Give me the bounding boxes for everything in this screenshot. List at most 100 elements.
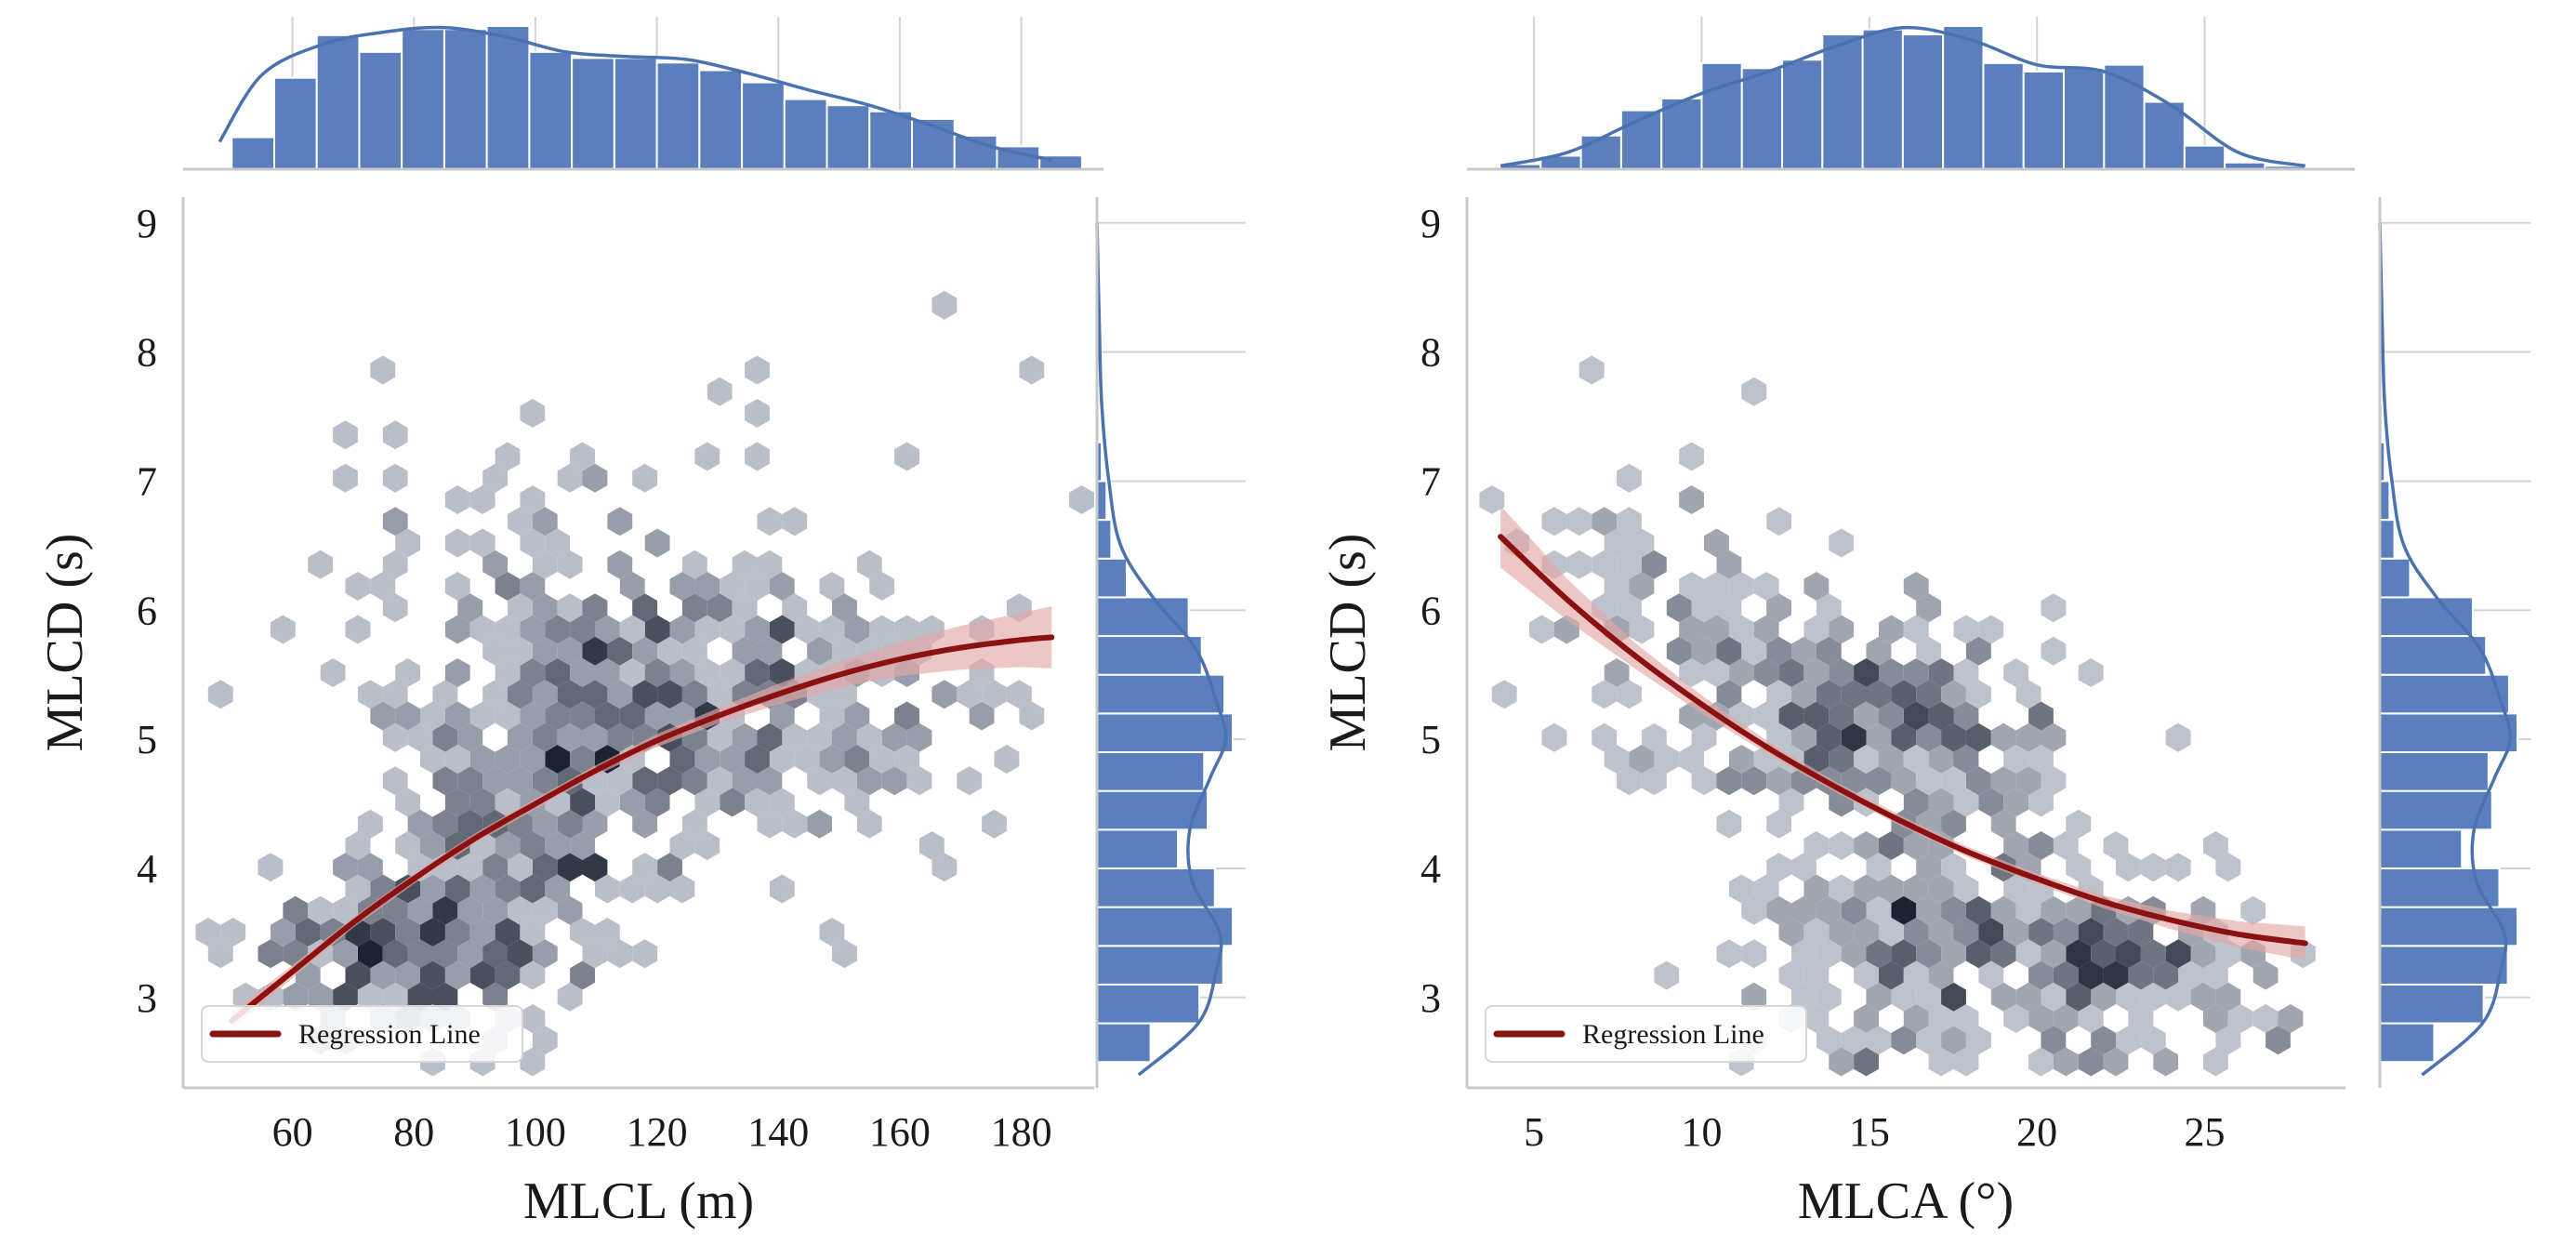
hexbin-cell — [1953, 658, 1979, 687]
hexbin-cell — [2066, 895, 2092, 925]
hexbin-cell — [644, 701, 670, 731]
hexbin-cell — [844, 788, 870, 817]
hexbin-cell — [333, 420, 358, 450]
hexbin-cell — [2252, 1004, 2279, 1033]
hexbin-cell — [1978, 788, 2004, 817]
hexbin-cell — [1829, 874, 1855, 904]
hexbin-cell — [1953, 1004, 1979, 1033]
top-kde-curve — [218, 25, 1052, 162]
hexbin-cell — [1766, 895, 1791, 925]
right-histogram-bar — [1096, 867, 1216, 908]
hexbin-cell — [432, 722, 458, 752]
hexbin-cell — [919, 831, 945, 860]
hexbin-cell — [1617, 680, 1642, 709]
hexbin-cell — [881, 722, 907, 752]
hexbin-cell — [2053, 918, 2079, 947]
right-histogram-bar — [1096, 519, 1113, 560]
hexbin-cell — [357, 809, 383, 839]
x-tick-label: 15 — [1849, 1109, 1890, 1155]
hexbin-cell — [2003, 788, 2029, 817]
right-histogram-bar — [1096, 712, 1234, 754]
x-tick-label: 25 — [2185, 1109, 2226, 1155]
hexbin-cell — [2015, 722, 2041, 752]
y-tick-label: 8 — [1420, 330, 1441, 376]
hexbin-cell — [1566, 550, 1592, 579]
hexbin-cell — [1990, 939, 2016, 969]
hexbin-cell — [657, 766, 682, 796]
hexbin-cell — [557, 463, 583, 493]
hexbin-cell — [469, 874, 495, 904]
hexbin-cell — [1903, 658, 1929, 687]
hexbin-cell — [482, 680, 508, 709]
hexbin-cell — [1916, 895, 1942, 925]
hexbin-cell — [1841, 1026, 1867, 1055]
hexbin-cell — [595, 701, 620, 731]
hexbin-cell — [1641, 722, 1667, 752]
hexbin-cell — [1803, 874, 1830, 904]
y-tick-label: 7 — [1420, 458, 1441, 504]
hexbin-cell — [508, 593, 533, 623]
right-histogram-bar — [2379, 557, 2411, 599]
hexbin-cell — [2190, 982, 2216, 1012]
hexbin-cell — [2066, 853, 2092, 882]
hexbin-cell — [308, 982, 334, 1012]
hexbin-cell — [1803, 658, 1830, 687]
hexbin-cell — [2078, 1004, 2104, 1033]
hexbin-cell — [2015, 680, 2041, 709]
hexbin-cell — [1891, 1026, 1917, 1055]
hexbin-cell — [1953, 745, 1979, 774]
hexbin-cell — [520, 399, 546, 428]
hexbin-cell — [2028, 1047, 2054, 1077]
hexbin-cell — [807, 766, 832, 796]
hexbin-cell — [669, 658, 695, 687]
hexbin-cell — [1803, 701, 1830, 731]
hexbin-cell — [1728, 874, 1754, 904]
hexbin-cell — [745, 745, 770, 774]
hexbin-cell — [295, 918, 321, 947]
right-histogram-bar — [1096, 983, 1201, 1025]
hexbin-cell — [769, 745, 795, 774]
hexbin-cell — [2203, 1047, 2228, 1077]
hexbin-cell — [994, 745, 1020, 774]
y-tick-label: 7 — [137, 458, 157, 504]
hexbin-cell — [1965, 722, 1991, 752]
hexbin-cell — [1728, 658, 1754, 687]
hexbin-cell — [370, 960, 396, 990]
hexbin-cell — [707, 377, 733, 406]
hexbin-cell — [1816, 636, 1842, 666]
right-histogram-bar — [2379, 519, 2396, 560]
hexbin-cell — [520, 745, 546, 774]
hexbin-cell — [1916, 636, 1942, 666]
hexbin-cell — [345, 831, 371, 860]
hexbin-cell — [894, 701, 919, 731]
hexbin-cell — [1879, 874, 1904, 904]
hexbin-cell — [2053, 1047, 2079, 1077]
hexbin-cell — [444, 874, 470, 904]
hexbin-cell — [1617, 550, 1642, 579]
x-tick-label: 80 — [393, 1109, 434, 1155]
right-histogram-bar — [2379, 828, 2464, 869]
hexbin-cell — [1716, 766, 1742, 796]
hexbin-cell — [1841, 939, 1867, 969]
hexbin-cell — [2028, 960, 2054, 990]
hexbin-cell — [1841, 895, 1867, 925]
hexbin-cell — [1903, 745, 1929, 774]
hexbin-cell — [1741, 377, 1767, 406]
top-histogram-bar — [2183, 144, 2226, 171]
hexbin-cell — [1741, 982, 1767, 1012]
hexbin-cell — [769, 658, 795, 687]
hexbin-cell — [1866, 766, 1892, 796]
hexbin-cell — [1854, 874, 1879, 904]
hexbin-cell — [495, 788, 521, 817]
hexbin-cell — [1766, 766, 1791, 796]
hexbin-cell — [2153, 960, 2179, 990]
y-axis-label: MLCD (s) — [1319, 534, 1377, 752]
hexbin-cell — [283, 982, 309, 1012]
hexbin-cell — [2140, 939, 2166, 969]
hexbin-cell — [1854, 701, 1879, 731]
hexbin-cell — [1879, 745, 1904, 774]
hexbin-cell — [1541, 507, 1567, 536]
top-histogram-bar — [528, 50, 574, 170]
hexbin-cell — [869, 572, 895, 601]
hexbin-cell — [469, 918, 495, 947]
